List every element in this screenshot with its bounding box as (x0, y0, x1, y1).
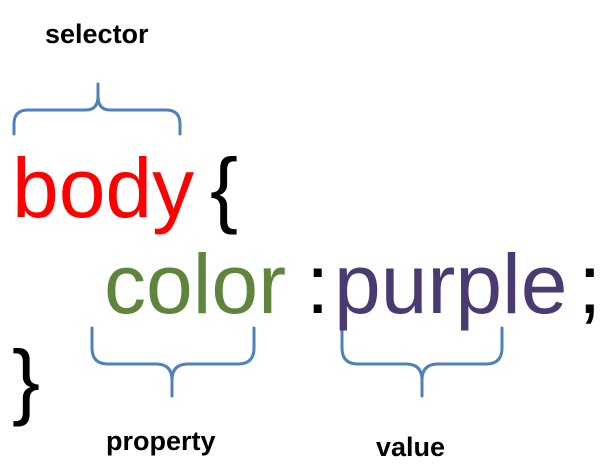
selector-bracket (12, 82, 182, 136)
close-brace: } (12, 333, 41, 427)
property-bracket (90, 326, 256, 398)
open-brace: { (210, 141, 239, 235)
value-bracket (340, 326, 504, 398)
property-label: property (106, 426, 216, 456)
selector-label: selector (45, 19, 149, 49)
colon: : (306, 237, 330, 331)
semicolon: ; (578, 237, 602, 331)
value-text: purple (334, 237, 568, 331)
property-text: color (104, 237, 287, 331)
value-label: value (376, 432, 446, 462)
selector-text: body (12, 141, 195, 235)
